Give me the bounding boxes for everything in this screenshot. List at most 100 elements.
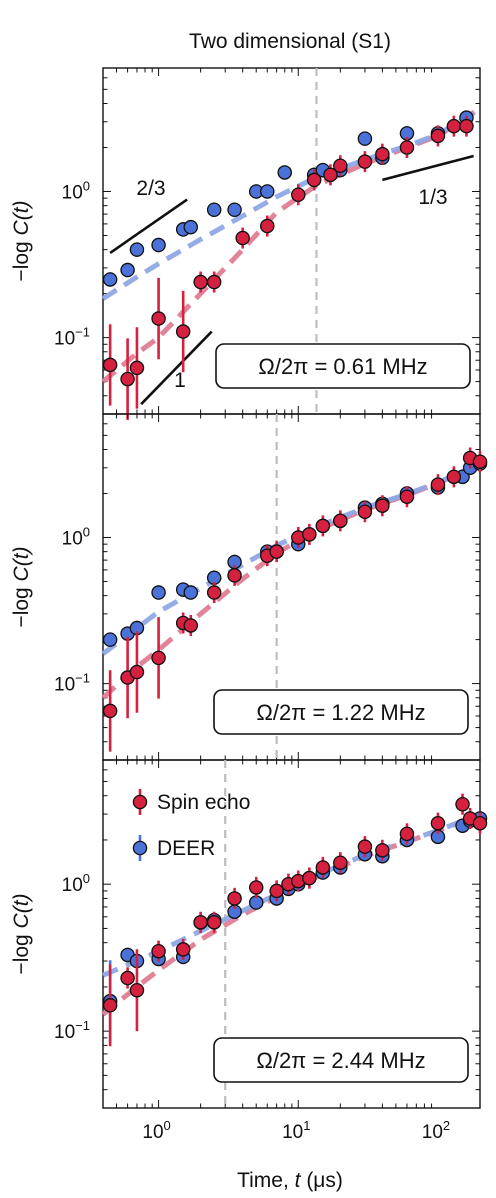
- y-tick-label: 10−1: [54, 325, 90, 350]
- data-point: [193, 274, 208, 290]
- panel-label-box: [213, 1037, 469, 1083]
- fit-curve: [102, 811, 481, 978]
- data-point: [120, 262, 135, 278]
- data-point: [315, 860, 331, 875]
- data-point: [151, 311, 166, 326]
- data-point: [306, 172, 322, 188]
- data-point: [151, 237, 166, 253]
- data-point: [151, 943, 166, 959]
- data-point: [129, 360, 145, 376]
- data-point: [120, 371, 135, 387]
- data-point: [193, 915, 208, 930]
- data-point: [399, 140, 415, 155]
- data-point: [333, 158, 348, 174]
- data-point: [260, 218, 275, 234]
- data-point: [375, 498, 390, 513]
- data-point: [302, 527, 317, 542]
- data-point: [102, 998, 118, 1013]
- data-point: [183, 585, 199, 600]
- data-point: [357, 504, 373, 520]
- slope-guide-label: 2/3: [136, 177, 165, 200]
- data-point: [248, 880, 264, 895]
- fit-curve: [101, 106, 482, 301]
- data-point: [183, 219, 199, 235]
- x-tick-label: 101: [282, 1118, 310, 1143]
- slope-guide: [382, 154, 474, 182]
- panel-label: Ω/2π = 0.61 MHz: [258, 354, 427, 379]
- data-point: [269, 883, 284, 899]
- panel-label: Ω/2π = 2.44 MHz: [256, 1048, 425, 1073]
- data-point: [291, 187, 306, 202]
- y-axis-label: −log C(t): [10, 200, 33, 281]
- y-tick-label: 10−1: [54, 671, 90, 696]
- y-tick-label: 100: [62, 871, 90, 896]
- panel-3: 10−1 100 100 101 102 −log C(t) Ω/2π = 2.44 MHz…: [10, 759, 488, 1143]
- panel-label-box: [213, 689, 469, 735]
- data-point: [260, 184, 275, 199]
- data-point: [175, 942, 191, 957]
- data-point: [333, 855, 348, 870]
- data-point: [206, 915, 222, 930]
- data-point: [357, 131, 373, 146]
- data-point: [120, 970, 135, 986]
- legend-label: DEER: [157, 837, 215, 860]
- panel-label-box: [215, 343, 471, 389]
- data-point: [206, 202, 222, 217]
- data-point: [227, 891, 242, 906]
- data-point: [323, 167, 338, 183]
- legend-marker: [132, 794, 148, 810]
- data-point: [151, 585, 166, 600]
- data-point: [399, 489, 415, 505]
- data-point: [399, 826, 415, 842]
- x-tick-label: 100: [142, 1118, 170, 1143]
- y-tick-label: 10−1: [54, 1018, 90, 1043]
- data-point: [430, 477, 446, 492]
- data-point: [315, 518, 331, 534]
- data-point: [333, 513, 348, 529]
- data-point: [129, 242, 145, 257]
- data-point: [357, 154, 373, 169]
- panel-label: Ω/2π = 1.22 MHz: [256, 700, 425, 725]
- data-point: [430, 815, 446, 831]
- data-point: [102, 703, 118, 719]
- data-point: [235, 230, 250, 246]
- data-point: [102, 272, 118, 287]
- data-point: [206, 274, 222, 290]
- data-point: [129, 982, 145, 998]
- panel-1: 10−1 100 −log C(t) 2/3 1 1/3 Ω/2π = 0.61 MHz: [10, 67, 482, 420]
- slope-guide: [140, 330, 213, 406]
- data-point: [459, 118, 474, 134]
- data-point: [472, 454, 488, 469]
- y-tick-label: 100: [62, 524, 90, 549]
- data-point: [302, 870, 317, 886]
- data-point: [446, 469, 462, 485]
- y-tick-label: 100: [62, 178, 90, 203]
- data-point: [206, 585, 222, 600]
- data-point: [151, 650, 166, 666]
- legend-label: Spin echo: [157, 791, 250, 814]
- data-point: [357, 839, 373, 854]
- data-point: [227, 568, 242, 583]
- figure-title: Two dimensional (S1): [189, 30, 391, 53]
- slope-guide-label: 1: [174, 369, 186, 392]
- data-point: [375, 146, 390, 162]
- data-point: [129, 664, 145, 680]
- data-point: [227, 202, 242, 217]
- data-point: [277, 165, 292, 180]
- slope-guide: [109, 198, 188, 254]
- data-point: [446, 118, 462, 134]
- slope-guide-label: 1/3: [418, 186, 447, 209]
- data-point: [102, 632, 118, 647]
- data-point: [430, 128, 446, 144]
- x-tick-label: 102: [422, 1118, 450, 1143]
- data-point: [472, 815, 488, 831]
- x-axis-label: Time, t (μs): [237, 1169, 343, 1192]
- data-point: [269, 544, 284, 559]
- legend-marker: [132, 840, 148, 856]
- data-point: [102, 357, 118, 373]
- y-axis-label: −log C(t): [10, 546, 33, 627]
- data-point: [455, 796, 470, 812]
- data-point: [175, 324, 191, 339]
